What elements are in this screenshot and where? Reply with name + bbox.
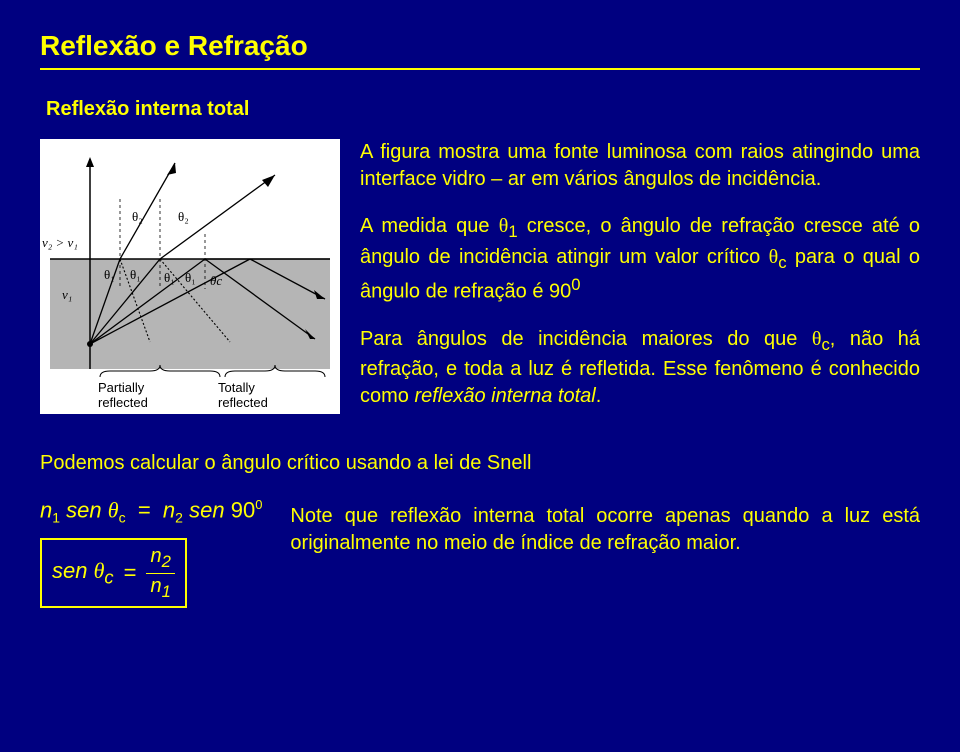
eq1-eq: =: [138, 497, 151, 522]
note-paragraph: Note que reflexão interna total ocorre a…: [290, 497, 920, 557]
eq1-sen: sen: [66, 497, 101, 522]
eq2-th: θ: [94, 558, 105, 583]
eq2-sc: c: [104, 566, 113, 587]
equation-2-boxed: sen θc = n2 n1: [40, 538, 187, 608]
svg-text:reflected: reflected: [218, 395, 268, 410]
p3-end: .: [596, 385, 602, 407]
eq2-fraction: n2 n1: [146, 546, 174, 600]
eq2-eq: =: [124, 560, 137, 586]
svg-text:reflected: reflected: [98, 395, 148, 410]
p2-thetac: θ: [769, 246, 779, 268]
svg-text:θ₂: θ₂: [178, 209, 189, 224]
svg-text:θ₁: θ₁: [164, 270, 175, 285]
p2-sub1: 1: [508, 222, 517, 241]
eq1-sc: c: [119, 510, 126, 526]
paragraph-1: A figura mostra uma fonte luminosa com r…: [360, 139, 920, 193]
eq1-sen2: sen: [189, 497, 224, 522]
eq1-s1: 1: [52, 510, 60, 526]
svg-text:Totally: Totally: [218, 380, 255, 395]
p2-theta1: θ: [499, 215, 509, 237]
svg-text:v₁: v₁: [62, 287, 72, 302]
p3-sub: c: [821, 335, 829, 354]
paragraph-2: A medida que θ1 cresce, o ângulo de refr…: [360, 213, 920, 306]
p2-sup0: 0: [571, 275, 580, 294]
eq2-den-n: n: [150, 575, 161, 597]
eq1-th: θ: [108, 497, 119, 522]
content-row: θ₂ θ₂ θ₁ θ₁ θ₁ θ₁ θc v₂ > v₁ v₁ Partiall…: [40, 139, 920, 430]
p2-pre: A medida que: [360, 215, 499, 237]
svg-text:θc: θc: [210, 273, 222, 288]
p3-ital: reflexão interna total: [414, 385, 595, 407]
svg-text:θ₁: θ₁: [104, 267, 115, 282]
eq2-sen: sen: [52, 558, 87, 583]
equation-row: n1 sen θc = n2 sen 900 sen θc = n2 n1 No…: [40, 497, 920, 608]
svg-text:v₂ > v₁: v₂ > v₁: [42, 235, 78, 250]
svg-text:θ₁: θ₁: [185, 270, 196, 285]
svg-text:θ₁: θ₁: [130, 267, 141, 282]
page-title: Reflexão e Refração: [40, 30, 920, 62]
p3-pre: Para ângulos de incidência maiores do qu…: [360, 328, 812, 350]
svg-text:θ₂: θ₂: [132, 209, 143, 224]
paragraph-3: Para ângulos de incidência maiores do qu…: [360, 326, 920, 411]
text-column: A figura mostra uma fonte luminosa com r…: [360, 139, 920, 430]
eq2-num-n: n: [150, 545, 161, 567]
title-underline: [40, 68, 920, 70]
svg-text:Partially: Partially: [98, 380, 145, 395]
ray-diagram: θ₂ θ₂ θ₁ θ₁ θ₁ θ₁ θc v₂ > v₁ v₁ Partiall…: [40, 139, 340, 414]
equation-column: n1 sen θc = n2 sen 900 sen θc = n2 n1: [40, 497, 262, 608]
eq1-n2: n: [163, 497, 175, 522]
eq1-z: 0: [255, 497, 262, 512]
subtitle: Reflexão interna total: [46, 98, 920, 121]
equation-1: n1 sen θc = n2 sen 900: [40, 497, 262, 526]
eq2-den-s: 1: [162, 582, 171, 601]
eq1-s2: 2: [175, 510, 183, 526]
snell-intro: Podemos calcular o ângulo crítico usando…: [40, 452, 920, 475]
eq1-90: 90: [231, 497, 255, 522]
eq2-num-s: 2: [162, 552, 171, 571]
p2-subc: c: [778, 253, 786, 272]
eq1-n1: n: [40, 497, 52, 522]
